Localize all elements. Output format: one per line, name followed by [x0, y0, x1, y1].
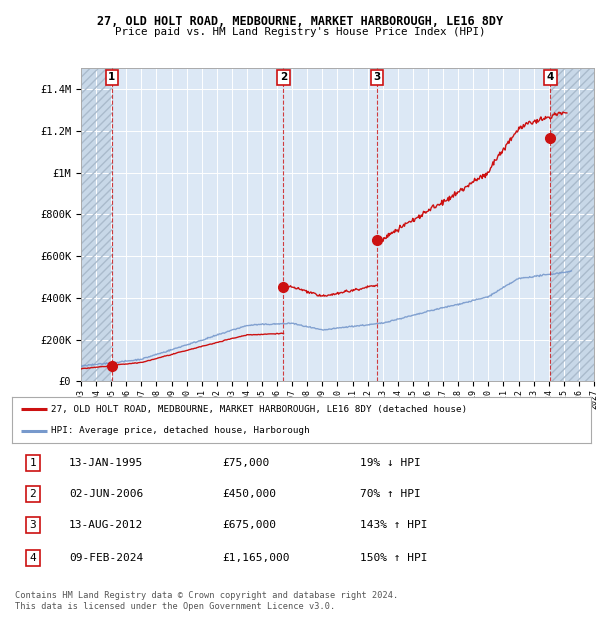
Bar: [81, 68, 112, 381]
Text: 3: 3: [373, 73, 380, 82]
Text: 2: 2: [280, 73, 287, 82]
Text: 13-JAN-1995: 13-JAN-1995: [69, 458, 143, 468]
Text: 27, OLD HOLT ROAD, MEDBOURNE, MARKET HARBOROUGH, LE16 8DY (detached house): 27, OLD HOLT ROAD, MEDBOURNE, MARKET HAR…: [52, 405, 467, 414]
Text: 4: 4: [547, 73, 554, 82]
Text: £1,165,000: £1,165,000: [222, 553, 290, 563]
Text: 2: 2: [29, 489, 37, 499]
Text: 13-AUG-2012: 13-AUG-2012: [69, 520, 143, 530]
Text: 19% ↓ HPI: 19% ↓ HPI: [360, 458, 421, 468]
Text: 3: 3: [29, 520, 37, 530]
Text: 1: 1: [108, 73, 115, 82]
Text: Contains HM Land Registry data © Crown copyright and database right 2024.: Contains HM Land Registry data © Crown c…: [15, 591, 398, 600]
Text: 02-JUN-2006: 02-JUN-2006: [69, 489, 143, 499]
Text: 09-FEB-2024: 09-FEB-2024: [69, 553, 143, 563]
Text: £450,000: £450,000: [222, 489, 276, 499]
Text: 1: 1: [29, 458, 37, 468]
Text: This data is licensed under the Open Government Licence v3.0.: This data is licensed under the Open Gov…: [15, 602, 335, 611]
Text: 4: 4: [29, 553, 37, 563]
Text: 143% ↑ HPI: 143% ↑ HPI: [360, 520, 427, 530]
Text: 70% ↑ HPI: 70% ↑ HPI: [360, 489, 421, 499]
Text: £75,000: £75,000: [222, 458, 269, 468]
Text: 27, OLD HOLT ROAD, MEDBOURNE, MARKET HARBOROUGH, LE16 8DY: 27, OLD HOLT ROAD, MEDBOURNE, MARKET HAR…: [97, 16, 503, 28]
Bar: [550, 68, 594, 381]
Text: £675,000: £675,000: [222, 520, 276, 530]
Text: HPI: Average price, detached house, Harborough: HPI: Average price, detached house, Harb…: [52, 426, 310, 435]
Text: Price paid vs. HM Land Registry's House Price Index (HPI): Price paid vs. HM Land Registry's House …: [115, 27, 485, 37]
Bar: [550, 68, 594, 381]
Text: 150% ↑ HPI: 150% ↑ HPI: [360, 553, 427, 563]
Bar: [81, 68, 112, 381]
